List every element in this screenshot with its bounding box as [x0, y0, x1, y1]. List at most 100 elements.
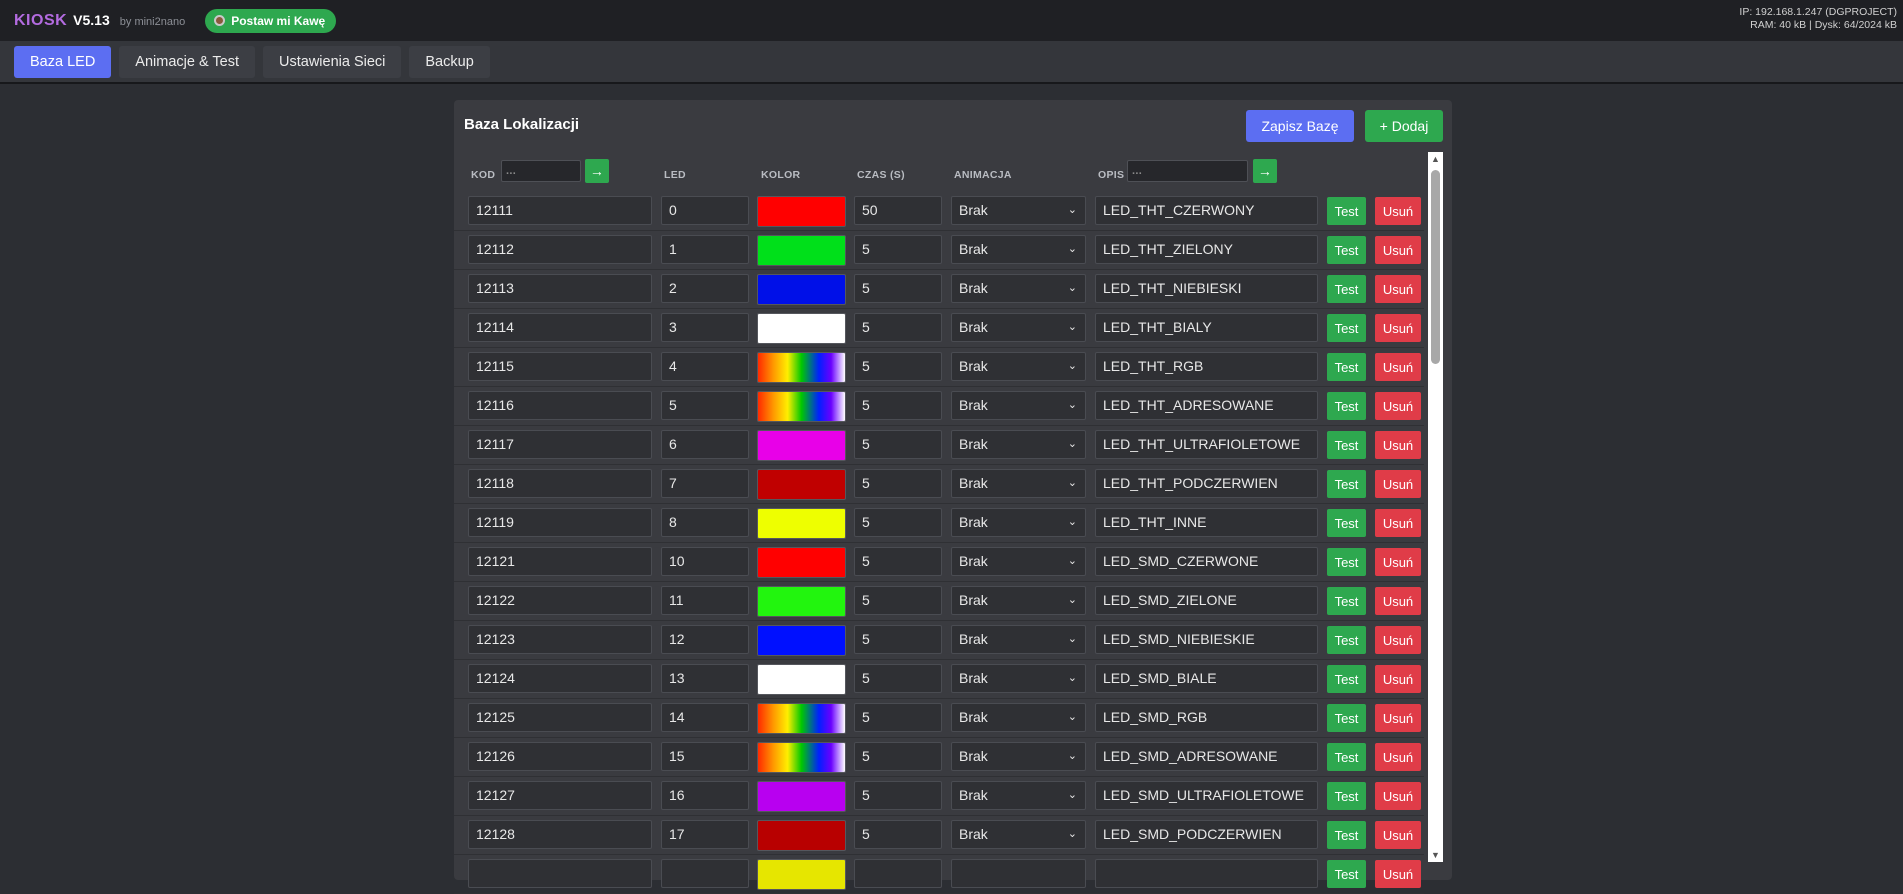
color-picker[interactable] [757, 391, 846, 422]
description-field[interactable]: LED_SMD_BIALE [1095, 664, 1318, 693]
color-picker[interactable] [757, 586, 846, 617]
delete-button[interactable]: Usuń [1375, 704, 1421, 732]
test-button[interactable]: Test [1327, 470, 1366, 498]
tab-ustawienia-sieci[interactable]: Ustawienia Sieci [263, 45, 402, 78]
color-picker[interactable] [757, 547, 846, 578]
time-field[interactable]: 5 [854, 625, 942, 654]
test-button[interactable]: Test [1327, 587, 1366, 615]
test-button[interactable]: Test [1327, 314, 1366, 342]
kod-field[interactable]: 12128 [468, 820, 652, 849]
description-field[interactable]: LED_THT_ADRESOWANE [1095, 391, 1318, 420]
kod-field[interactable]: 12126 [468, 742, 652, 771]
test-button[interactable]: Test [1327, 782, 1366, 810]
animation-select[interactable]: Brak ⌄ [951, 586, 1086, 615]
description-field[interactable]: LED_SMD_ULTRAFIOLETOWE [1095, 781, 1318, 810]
description-field[interactable]: LED_THT_BIALY [1095, 313, 1318, 342]
test-button[interactable]: Test [1327, 626, 1366, 654]
time-field[interactable]: 5 [854, 430, 942, 459]
description-field[interactable] [1095, 859, 1318, 888]
kod-field[interactable]: 12123 [468, 625, 652, 654]
test-button[interactable]: Test [1327, 431, 1366, 459]
led-index-field[interactable]: 6 [661, 430, 749, 459]
time-field[interactable]: 5 [854, 742, 942, 771]
description-field[interactable]: LED_SMD_CZERWONE [1095, 547, 1318, 576]
animation-select[interactable]: Brak ⌄ [951, 430, 1086, 459]
test-button[interactable]: Test [1327, 392, 1366, 420]
filter-opis-input[interactable]: ... [1127, 160, 1248, 182]
description-field[interactable]: LED_THT_NIEBIESKI [1095, 274, 1318, 303]
test-button[interactable]: Test [1327, 821, 1366, 849]
led-index-field[interactable]: 0 [661, 196, 749, 225]
color-picker[interactable] [757, 820, 846, 851]
animation-select[interactable]: Brak ⌄ [951, 391, 1086, 420]
test-button[interactable]: Test [1327, 236, 1366, 264]
scrollbar[interactable]: ▲ ▼ [1428, 152, 1443, 862]
kod-field[interactable]: 12113 [468, 274, 652, 303]
description-field[interactable]: LED_THT_ULTRAFIOLETOWE [1095, 430, 1318, 459]
time-field[interactable]: 5 [854, 469, 942, 498]
delete-button[interactable]: Usuń [1375, 314, 1421, 342]
led-index-field[interactable]: 13 [661, 664, 749, 693]
test-button[interactable]: Test [1327, 509, 1366, 537]
animation-select[interactable]: Brak ⌄ [951, 352, 1086, 381]
animation-select[interactable]: Brak ⌄ [951, 508, 1086, 537]
scroll-up-icon[interactable]: ▲ [1431, 154, 1440, 164]
delete-button[interactable]: Usuń [1375, 431, 1421, 459]
led-index-field[interactable]: 12 [661, 625, 749, 654]
test-button[interactable]: Test [1327, 197, 1366, 225]
kod-field[interactable]: 12127 [468, 781, 652, 810]
time-field[interactable] [854, 859, 942, 888]
led-index-field[interactable]: 5 [661, 391, 749, 420]
delete-button[interactable]: Usuń [1375, 626, 1421, 654]
color-picker[interactable] [757, 508, 846, 539]
kod-field[interactable]: 12121 [468, 547, 652, 576]
kod-field[interactable]: 12116 [468, 391, 652, 420]
tab-animacje-test[interactable]: Animacje & Test [119, 45, 255, 78]
color-picker[interactable] [757, 703, 846, 734]
kod-field[interactable]: 12112 [468, 235, 652, 264]
delete-button[interactable]: Usuń [1375, 470, 1421, 498]
time-field[interactable]: 5 [854, 274, 942, 303]
color-picker[interactable] [757, 742, 846, 773]
animation-select[interactable]: Brak ⌄ [951, 742, 1086, 771]
led-index-field[interactable]: 10 [661, 547, 749, 576]
animation-select[interactable]: Brak ⌄ [951, 820, 1086, 849]
add-entry-button[interactable]: + Dodaj [1365, 110, 1443, 142]
delete-button[interactable]: Usuń [1375, 392, 1421, 420]
animation-select[interactable]: Brak ⌄ [951, 196, 1086, 225]
delete-button[interactable]: Usuń [1375, 548, 1421, 576]
test-button[interactable]: Test [1327, 743, 1366, 771]
time-field[interactable]: 5 [854, 664, 942, 693]
delete-button[interactable]: Usuń [1375, 509, 1421, 537]
delete-button[interactable]: Usuń [1375, 743, 1421, 771]
delete-button[interactable]: Usuń [1375, 275, 1421, 303]
kod-field[interactable]: 12122 [468, 586, 652, 615]
led-index-field[interactable]: 11 [661, 586, 749, 615]
test-button[interactable]: Test [1327, 665, 1366, 693]
led-index-field[interactable]: 15 [661, 742, 749, 771]
test-button[interactable]: Test [1327, 353, 1366, 381]
filter-kod-input[interactable]: ... [501, 160, 581, 182]
led-index-field[interactable]: 3 [661, 313, 749, 342]
scrollbar-thumb[interactable] [1431, 170, 1440, 364]
color-picker[interactable] [757, 274, 846, 305]
description-field[interactable]: LED_THT_PODCZERWIEN [1095, 469, 1318, 498]
time-field[interactable]: 5 [854, 586, 942, 615]
tab-backup[interactable]: Backup [409, 45, 490, 78]
delete-button[interactable]: Usuń [1375, 236, 1421, 264]
color-picker[interactable] [757, 469, 846, 500]
time-field[interactable]: 5 [854, 508, 942, 537]
animation-select[interactable]: ⌄ [951, 859, 1086, 888]
color-picker[interactable] [757, 625, 846, 656]
animation-select[interactable]: Brak ⌄ [951, 781, 1086, 810]
led-index-field[interactable]: 17 [661, 820, 749, 849]
tab-baza-led[interactable]: Baza LED [14, 45, 112, 78]
test-button[interactable]: Test [1327, 548, 1366, 576]
kod-field[interactable]: 12117 [468, 430, 652, 459]
time-field[interactable]: 50 [854, 196, 942, 225]
led-index-field[interactable]: 2 [661, 274, 749, 303]
color-picker[interactable] [757, 196, 846, 227]
kod-field[interactable]: 12119 [468, 508, 652, 537]
delete-button[interactable]: Usuń [1375, 860, 1421, 888]
description-field[interactable]: LED_THT_ZIELONY [1095, 235, 1318, 264]
